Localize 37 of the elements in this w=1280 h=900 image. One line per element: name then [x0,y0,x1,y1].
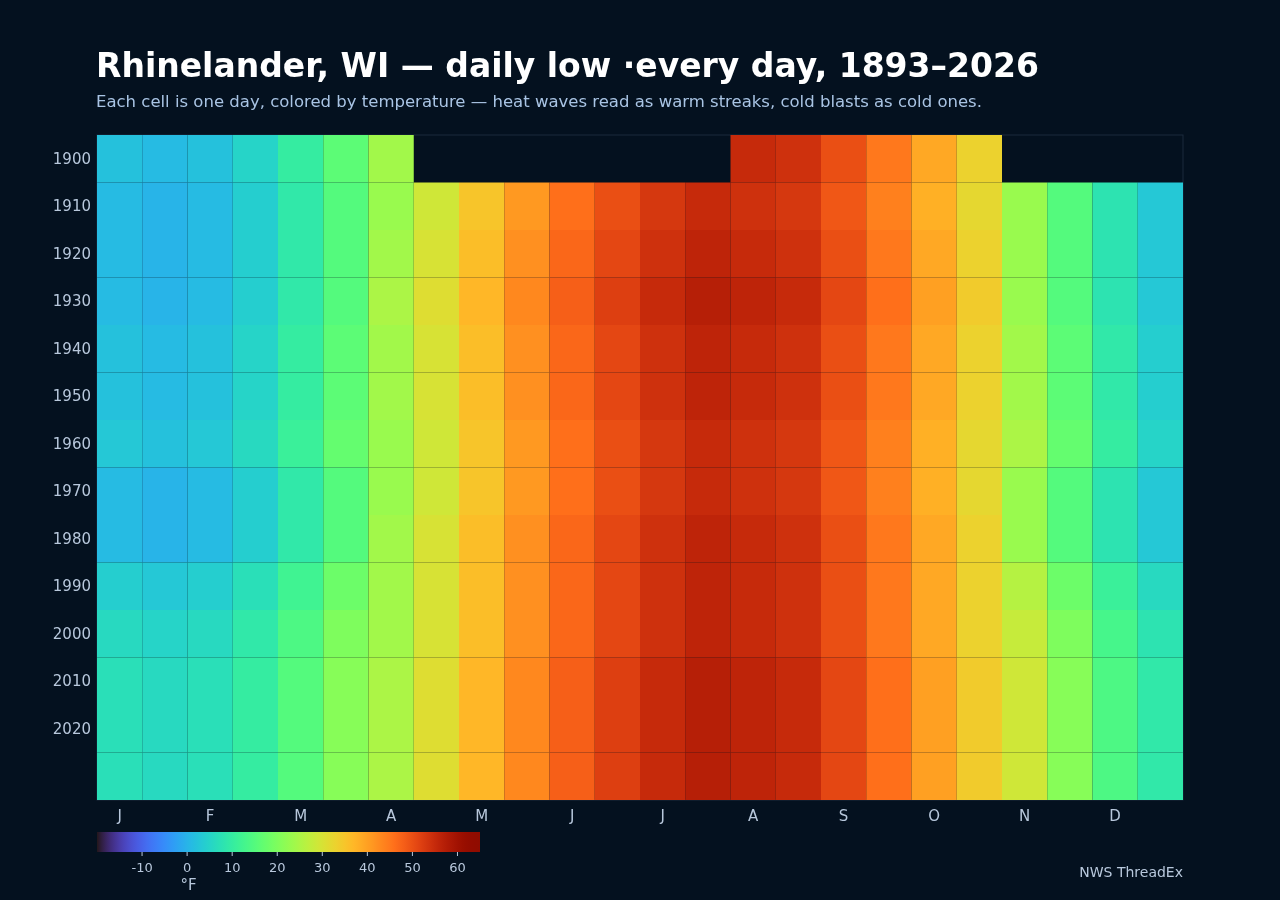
y-tick-label: 1970 [52,482,91,501]
chart-subtitle: Each cell is one day, colored by temperature — heat waves read as warm streaks, cold blasts as cold ones. [96,92,982,111]
color-bar-label: 20 [268,860,286,875]
chart-title: Rhinelander, WI — daily low ·every day, 1893–2026 [96,46,1039,85]
color-bar-label: 40 [359,860,376,875]
y-tick-label: 1980 [52,529,91,548]
x-tick-label: N [1019,807,1031,825]
color-bar-label: 0 [182,860,192,875]
x-tick-label: A [385,807,397,825]
text: NWS ThreadEx [1079,864,1183,880]
y-tick-label: 1910 [52,197,91,216]
color-bar-label: 60 [449,860,466,875]
y-tick-label: 1950 [52,387,91,406]
x-tick-label: J [568,807,575,825]
y-tick-label: 1930 [52,292,91,311]
y-tick-label: 1990 [52,577,91,596]
y-tick-label: 1960 [52,434,91,453]
y-tick-label: 1900 [52,149,91,168]
y-tick-label: 2000 [52,624,91,643]
color-bar-label: 10 [223,860,241,875]
color-bar-label: 50 [404,860,421,875]
color-bar-label: 30 [314,860,331,875]
x-tick-label: M [294,807,308,825]
x-tick-label: O [928,807,941,825]
x-tick-label: J [659,807,665,825]
y-tick-label: 2010 [52,672,91,691]
color-bar-label: -10 [131,860,153,875]
x-tick-label: S [838,807,849,825]
y-tick-label: 1940 [52,339,91,358]
y-tick-label: 1920 [52,244,91,263]
x-tick-label: J [116,807,122,825]
x-tick-label: D [1109,807,1121,825]
y-tick-label: 2020 [52,719,91,738]
x-tick-label: A [747,807,759,825]
color-bar-title: °F [180,876,197,894]
x-tick-label: F [205,807,215,825]
x-tick-label: M [475,807,489,825]
